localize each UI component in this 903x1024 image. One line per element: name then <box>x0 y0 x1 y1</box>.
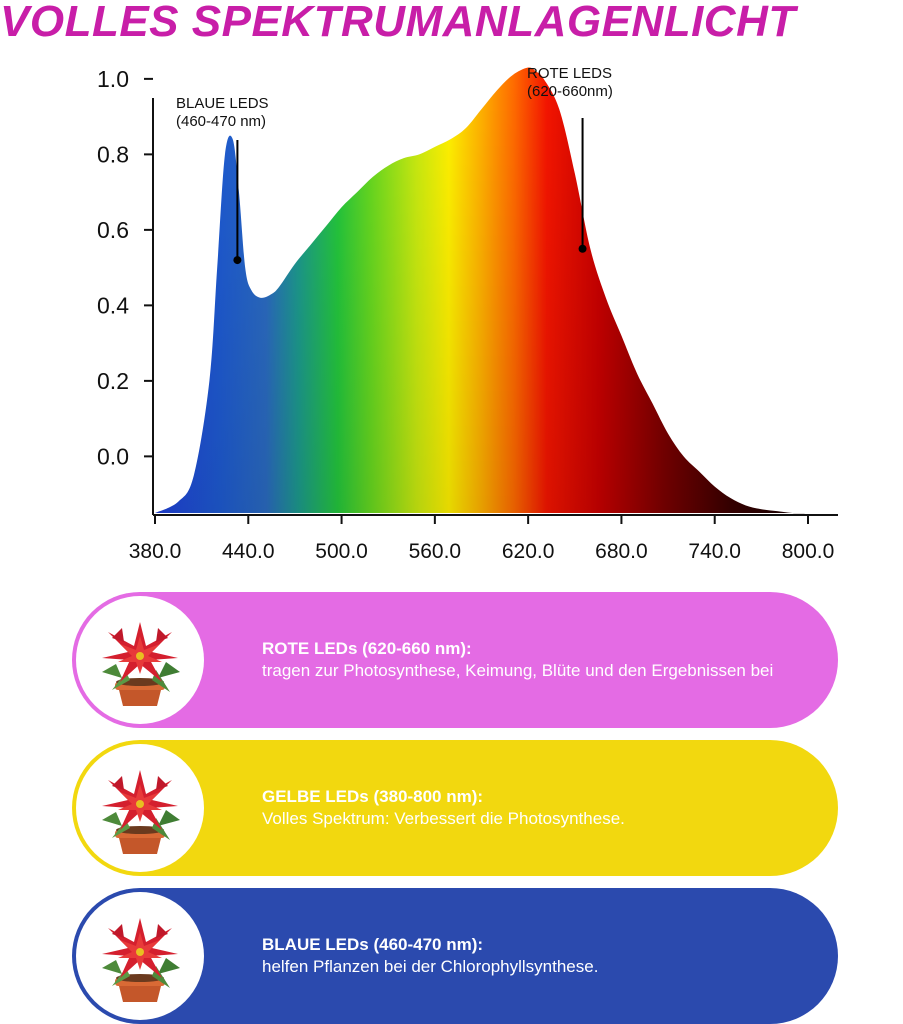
card-description: tragen zur Photosynthese, Keimung, Blüte… <box>262 661 774 680</box>
card-text: GELBE LEDs (380-800 nm): Volles Spektrum:… <box>262 740 788 876</box>
poinsettia-plant-icon <box>82 898 198 1014</box>
plant-thumbnail <box>76 744 204 872</box>
card-heading: ROTE LEDs (620-660 nm): <box>262 639 472 658</box>
info-card: GELBE LEDs (380-800 nm): Volles Spektrum:… <box>72 740 838 876</box>
poinsettia-plant-icon <box>82 750 198 866</box>
x-tick-label: 680.0 <box>595 540 648 563</box>
spectrum-chart: 0.0 0.2 0.4 0.6 0.8 1.0 380.0 440.0 500.0 560.0 62… <box>97 65 838 563</box>
card-text: ROTE LEDs (620-660 nm): tragen zur Photos… <box>262 592 788 728</box>
y-tick-label: 0.0 <box>97 443 129 469</box>
page-title: VOLLES SPEKTRUMANLAGENLICHT <box>0 0 796 46</box>
x-tick-label: 440.0 <box>222 540 275 563</box>
y-tick-label: 0.4 <box>97 292 129 318</box>
y-tick-label: 0.6 <box>97 217 129 243</box>
x-tick-label: 620.0 <box>502 540 555 563</box>
x-tick-label: 500.0 <box>315 540 368 563</box>
plant-thumbnail <box>76 892 204 1020</box>
card-heading: BLAUE LEDs (460-470 nm): <box>262 935 484 954</box>
info-card: ROTE LEDs (620-660 nm): tragen zur Photos… <box>72 592 838 728</box>
x-tick-label: 800.0 <box>782 540 835 563</box>
card-description: helfen Pflanzen bei der Chlorophyllsynth… <box>262 957 599 976</box>
plant-thumbnail <box>76 596 204 724</box>
card-heading: GELBE LEDs (380-800 nm): <box>262 787 484 806</box>
x-tick-label: 380.0 <box>129 540 182 563</box>
x-tick-label: 740.0 <box>688 540 741 563</box>
plot-area: 0.0 0.2 0.4 0.6 0.8 1.0 380.0 440.0 500.0 560.0 62… <box>97 65 838 563</box>
annotation-label: ROTE LEDS <box>527 65 612 82</box>
annotation-sublabel: (620-660nm) <box>527 83 613 100</box>
y-tick-label: 1.0 <box>97 66 129 92</box>
card-description: Volles Spektrum: Verbessert die Photosyn… <box>262 809 625 828</box>
x-tick-label: 560.0 <box>409 540 462 563</box>
y-tick-label: 0.2 <box>97 368 129 394</box>
annotation-label: BLAUE LEDS <box>176 95 269 112</box>
y-tick-label: 0.8 <box>97 141 129 167</box>
spectrum-shade <box>155 67 808 514</box>
card-text: BLAUE LEDs (460-470 nm): helfen Pflanzen … <box>262 888 788 1024</box>
annotation-sublabel: (460-470 nm) <box>176 113 266 130</box>
annotation-dot <box>578 244 587 253</box>
info-card: BLAUE LEDs (460-470 nm): helfen Pflanzen … <box>72 888 838 1024</box>
poinsettia-plant-icon <box>82 602 198 718</box>
annotation-dot <box>233 256 242 265</box>
